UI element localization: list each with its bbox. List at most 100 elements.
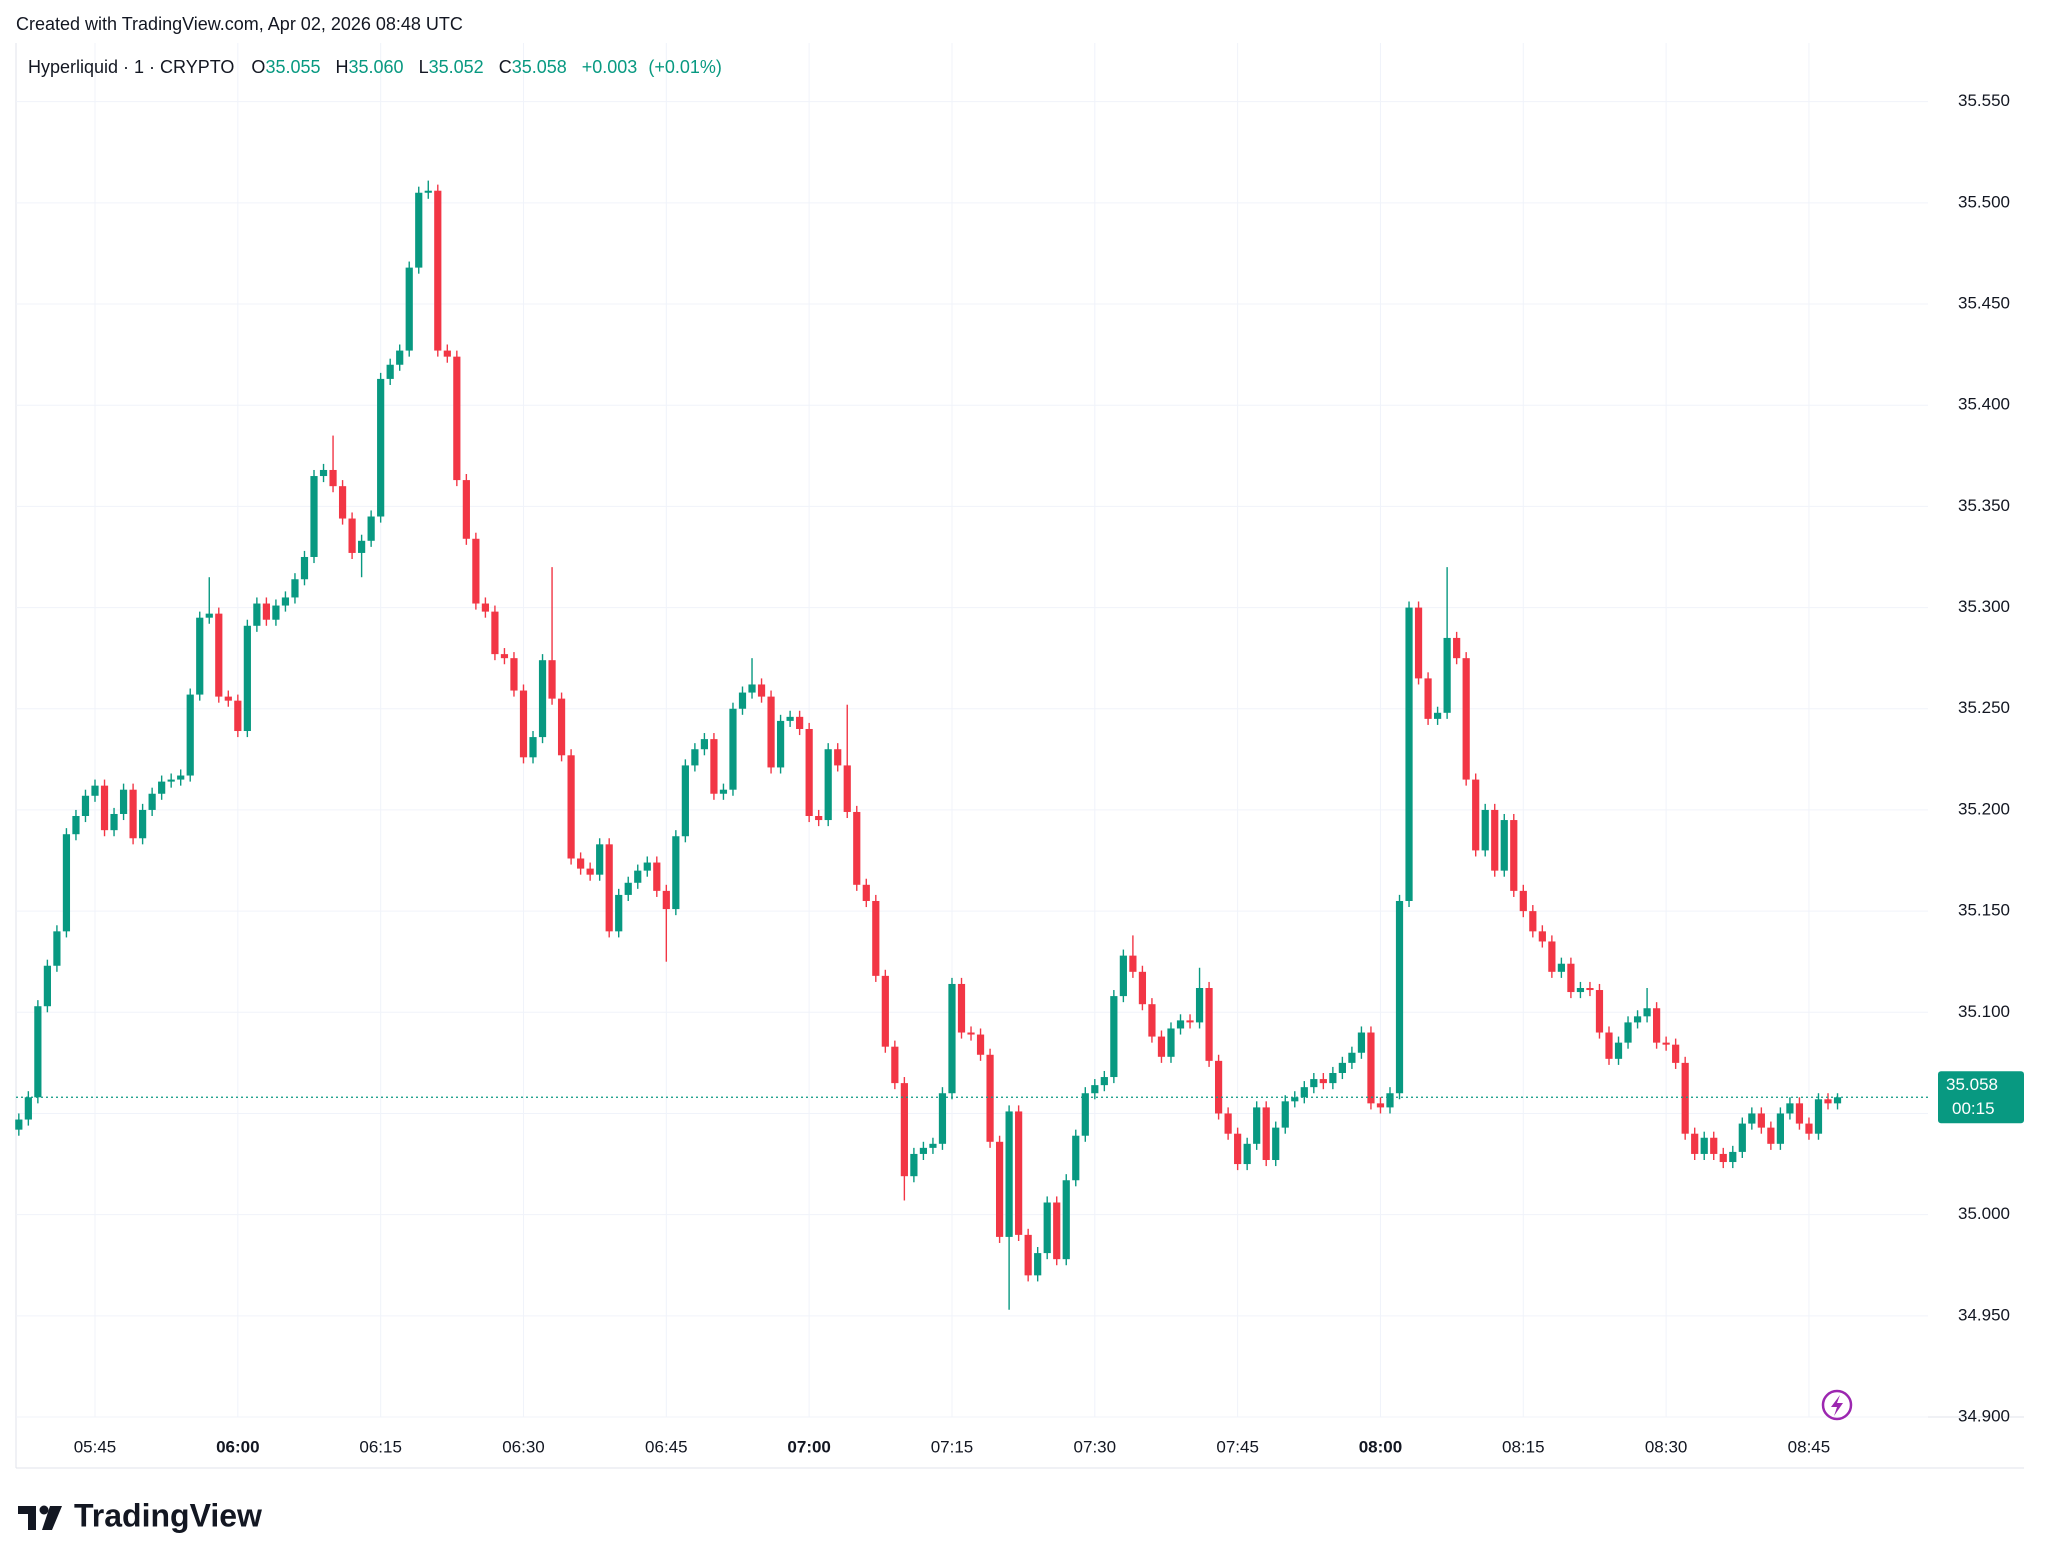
candle-body <box>1034 1253 1042 1276</box>
candle-body <box>1605 1032 1613 1059</box>
x-tick-label: 07:30 <box>1074 1437 1117 1456</box>
candle-body <box>910 1153 918 1177</box>
candle-body <box>1557 963 1565 972</box>
candle-body <box>748 684 756 693</box>
candle-body <box>510 658 518 691</box>
candle-body <box>1462 658 1470 780</box>
candle-body <box>1405 607 1413 901</box>
candle-body <box>167 779 175 782</box>
candle-body <box>1833 1097 1842 1104</box>
brand-logo <box>18 1505 62 1530</box>
candle-body <box>719 789 728 794</box>
grid <box>15 43 2024 1469</box>
candle-body <box>291 579 299 598</box>
candle-body <box>1662 1042 1670 1045</box>
y-tick-label: 35.300 <box>1958 597 2010 616</box>
candle-body <box>891 1046 899 1084</box>
legend-key: L <box>419 57 429 77</box>
candle-body <box>1643 1008 1651 1017</box>
candle-body <box>691 749 699 766</box>
candle-body <box>1015 1111 1023 1235</box>
candle-body <box>1424 678 1432 719</box>
candle-body <box>1633 1016 1642 1023</box>
candle-body <box>948 983 956 1094</box>
candle-body <box>1281 1101 1289 1128</box>
candle-body <box>662 890 670 910</box>
candle-body <box>43 965 51 1007</box>
candle-body <box>15 1119 23 1130</box>
candle-body <box>1748 1113 1756 1124</box>
candle-body <box>1319 1079 1327 1084</box>
candle-body <box>1357 1032 1366 1053</box>
candle-body <box>358 540 366 553</box>
candle-body <box>1700 1137 1708 1154</box>
candle-body <box>1262 1107 1270 1161</box>
candle-body <box>491 611 499 655</box>
candle-body <box>110 813 118 831</box>
candle-body <box>824 749 832 821</box>
x-tick-label: 05:45 <box>74 1437 117 1456</box>
candle-body <box>1795 1103 1804 1124</box>
candle-body <box>196 617 204 695</box>
candle-body <box>53 931 61 966</box>
candle-body <box>453 356 461 481</box>
candle-body <box>672 836 680 910</box>
candle-body <box>1243 1143 1251 1165</box>
candle-body <box>738 692 747 709</box>
legend-value: 35.055 <box>265 57 320 77</box>
candle-body <box>34 1006 42 1098</box>
created-note: Created with TradingView.com, Apr 02, 20… <box>16 14 463 34</box>
candle-body <box>386 364 394 379</box>
candle-body <box>605 844 613 932</box>
candle-body <box>729 708 737 790</box>
y-tick-label: 35.100 <box>1958 1002 2010 1021</box>
candle-body <box>100 785 109 831</box>
candle-body <box>1472 779 1480 851</box>
y-tick-label: 35.150 <box>1958 901 2010 920</box>
candle-body <box>338 486 347 519</box>
candle-body <box>1519 890 1527 912</box>
legend-key: C <box>499 57 512 77</box>
candle-body <box>1329 1072 1337 1084</box>
x-tick-label: 06:00 <box>216 1437 259 1456</box>
candle-body <box>1805 1123 1813 1134</box>
candle-body <box>1414 607 1423 679</box>
candle-body <box>1253 1107 1261 1144</box>
candle-body <box>1538 931 1546 942</box>
candle-body <box>262 603 270 620</box>
y-tick-label: 35.000 <box>1958 1204 2010 1223</box>
candle-body <box>1053 1202 1061 1260</box>
candle-body <box>1005 1111 1013 1237</box>
candle-body <box>881 975 889 1047</box>
candle-body <box>1310 1079 1318 1088</box>
y-tick-label: 35.400 <box>1958 395 2010 414</box>
candle-body <box>1195 988 1204 1023</box>
candle-body <box>1481 809 1489 851</box>
candle-body <box>205 613 213 618</box>
candle-body <box>215 613 223 697</box>
candle-body <box>1129 955 1137 972</box>
candle-body <box>1176 1020 1185 1029</box>
x-tick-label: 06:45 <box>645 1437 688 1456</box>
y-tick-label: 34.950 <box>1958 1305 2010 1324</box>
candle-body <box>653 862 661 891</box>
candle-body <box>1776 1113 1784 1144</box>
candle-body <box>643 862 651 871</box>
candle-body <box>1710 1137 1718 1154</box>
candle-body <box>1824 1099 1832 1104</box>
candle-body <box>1500 820 1508 871</box>
candle-body <box>796 716 804 729</box>
candle-body <box>919 1147 928 1154</box>
candle-body <box>1100 1077 1108 1086</box>
candle-body <box>900 1083 908 1177</box>
candle-body <box>234 700 242 732</box>
legend: Hyperliquid · 1 · CRYPTO O35.055 H35.060… <box>28 57 722 77</box>
candle-body <box>91 785 99 796</box>
candle-body <box>586 868 594 875</box>
candle-body <box>1653 1008 1661 1043</box>
candle-body <box>253 603 261 626</box>
candle-body <box>377 378 385 517</box>
candle-body <box>462 480 470 539</box>
candle-body <box>348 518 356 553</box>
